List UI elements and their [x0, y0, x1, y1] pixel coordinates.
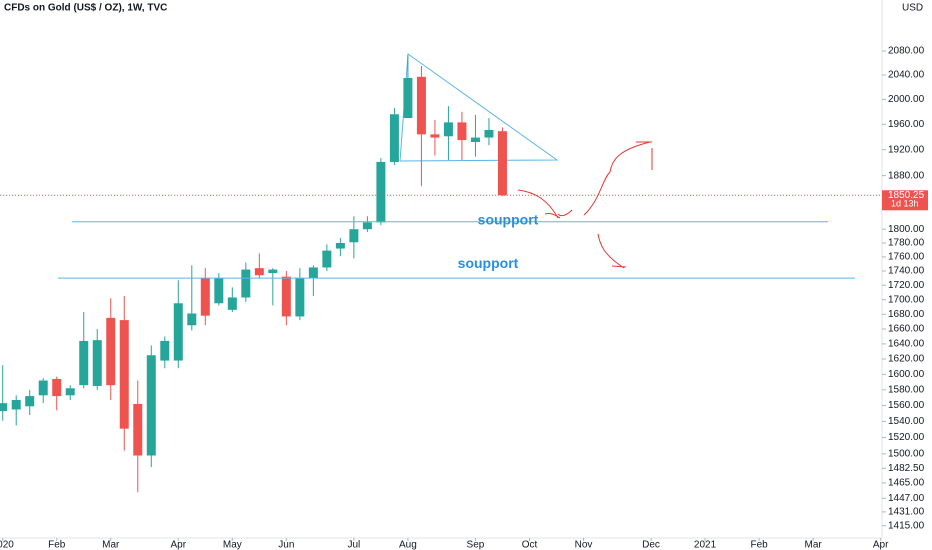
- candle-body: [295, 278, 305, 317]
- candle-body: [52, 378, 62, 397]
- x-tick-label: Apr: [873, 540, 889, 550]
- candle-body: [443, 122, 453, 137]
- candle-body: [65, 388, 75, 396]
- countdown-label: 1d 13h: [891, 199, 919, 209]
- candle-body: [187, 313, 197, 326]
- candle-body: [362, 222, 372, 230]
- candle-body: [376, 161, 386, 223]
- candle-body: [308, 267, 318, 279]
- y-tick-label: 1620.00: [888, 354, 925, 365]
- currency: USD: [902, 3, 923, 14]
- x-tick-label: Oct: [522, 540, 538, 550]
- candle-body: [227, 297, 237, 310]
- y-tick-label: 2000.00: [888, 94, 925, 105]
- x-tick-label: Aug: [399, 540, 417, 550]
- candle-body: [146, 355, 156, 456]
- y-tick-label: 1720.00: [888, 280, 925, 291]
- candle-body: [38, 380, 48, 396]
- last-price-tag: [882, 190, 928, 211]
- candle-body: [403, 78, 413, 119]
- x-tick-label: Apr: [171, 540, 187, 550]
- candle-body: [11, 400, 21, 410]
- x-tick-label: Jul: [347, 540, 360, 550]
- y-tick-label: 1700.00: [888, 294, 925, 305]
- x-tick-label: Feb: [750, 540, 768, 550]
- x-tick-label: 2021: [694, 540, 717, 550]
- candle-body: [416, 76, 426, 135]
- candle-body: [214, 278, 224, 304]
- support-label: soupport: [458, 255, 519, 271]
- x-tick-label: Feb: [48, 540, 66, 550]
- x-tick-label: Sep: [467, 540, 485, 550]
- candle-body: [470, 137, 480, 143]
- candle-body: [254, 268, 264, 276]
- candle-body: [497, 131, 507, 196]
- candle-body: [389, 114, 399, 162]
- candle-body: [119, 320, 129, 429]
- y-tick-label: 1740.00: [888, 266, 925, 277]
- y-tick-label: 1920.00: [888, 144, 925, 155]
- y-tick-label: 1800.00: [888, 224, 925, 235]
- candle-body: [25, 396, 35, 407]
- y-tick-label: 1447.00: [888, 493, 925, 504]
- y-tick-label: 1415.00: [888, 520, 925, 531]
- y-tick-label: 1680.00: [888, 309, 925, 320]
- candle-body: [241, 269, 251, 298]
- last-price-label: 1850.25: [888, 190, 925, 201]
- candle-body: [160, 340, 170, 361]
- hand-drawn-arrows: [517, 141, 653, 269]
- candle-body: [430, 134, 440, 138]
- y-tick-label: 1580.00: [888, 384, 925, 395]
- y-tick-label: 2080.00: [888, 46, 925, 57]
- candle-body: [484, 129, 494, 138]
- y-tick-label: 1780.00: [888, 238, 925, 249]
- y-tick-label: 1660.00: [888, 324, 925, 335]
- x-tick-label: Dec: [642, 540, 660, 550]
- candle-body: [335, 242, 345, 249]
- candle-body: [92, 340, 102, 386]
- candle-body: [133, 403, 143, 456]
- candle-body: [200, 278, 210, 316]
- x-tick-label: Nov: [575, 540, 593, 550]
- x-tick-label: Mar: [102, 540, 120, 550]
- y-tick-label: 1640.00: [888, 339, 925, 350]
- candle-body: [457, 122, 467, 141]
- y-tick-label: 1560.00: [888, 400, 925, 411]
- candle-body: [349, 229, 359, 243]
- y-tick-label: 1520.00: [888, 432, 925, 443]
- x-tick-label: Jun: [278, 540, 294, 550]
- y-tick-label: 1500.00: [888, 449, 925, 460]
- candle-body: [0, 403, 8, 412]
- candle-body: [281, 276, 291, 317]
- y-tick-label: 1600.00: [888, 369, 925, 380]
- candle-body: [79, 340, 89, 386]
- y-tick-label: 1960.00: [888, 119, 925, 130]
- y-tick-label: 1880.00: [888, 170, 925, 181]
- y-tick-label: 1540.00: [888, 416, 925, 427]
- candle-body: [173, 303, 183, 361]
- candle-body: [268, 269, 278, 274]
- y-tick-label: 1465.00: [888, 478, 925, 489]
- candle-body: [322, 250, 332, 268]
- chart-title: CFDs on Gold (US$ / OZ), 1W, TVC: [4, 3, 167, 14]
- y-tick-label: 1760.00: [888, 252, 925, 263]
- x-tick-label: May: [223, 540, 242, 550]
- y-tick-label: 1431.00: [888, 507, 925, 518]
- y-tick-label: 1482.50: [888, 463, 925, 474]
- x-tick-label: 2020: [0, 540, 14, 550]
- y-tick-label: 2040.00: [888, 70, 925, 81]
- x-tick-label: Mar: [804, 540, 822, 550]
- candle-body: [106, 317, 116, 386]
- support-label: soupport: [478, 211, 539, 227]
